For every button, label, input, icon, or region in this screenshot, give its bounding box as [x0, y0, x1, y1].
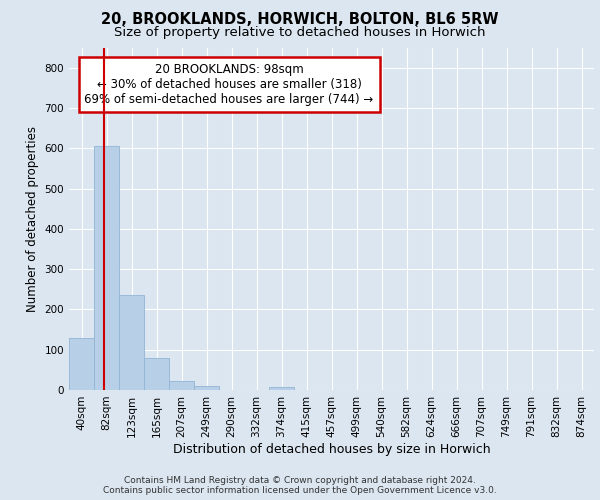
Bar [119, 294, 144, 390]
Text: 20, BROOKLANDS, HORWICH, BOLTON, BL6 5RW: 20, BROOKLANDS, HORWICH, BOLTON, BL6 5RW [101, 12, 499, 28]
Bar [269, 387, 294, 390]
Bar [169, 381, 194, 390]
Bar [194, 386, 219, 390]
Text: Contains HM Land Registry data © Crown copyright and database right 2024.
Contai: Contains HM Land Registry data © Crown c… [103, 476, 497, 495]
Bar [94, 146, 119, 390]
Text: Size of property relative to detached houses in Horwich: Size of property relative to detached ho… [114, 26, 486, 39]
Bar [69, 338, 94, 390]
X-axis label: Distribution of detached houses by size in Horwich: Distribution of detached houses by size … [173, 442, 490, 456]
Y-axis label: Number of detached properties: Number of detached properties [26, 126, 39, 312]
Text: 20 BROOKLANDS: 98sqm
← 30% of detached houses are smaller (318)
69% of semi-deta: 20 BROOKLANDS: 98sqm ← 30% of detached h… [85, 63, 374, 106]
Bar [144, 358, 169, 390]
